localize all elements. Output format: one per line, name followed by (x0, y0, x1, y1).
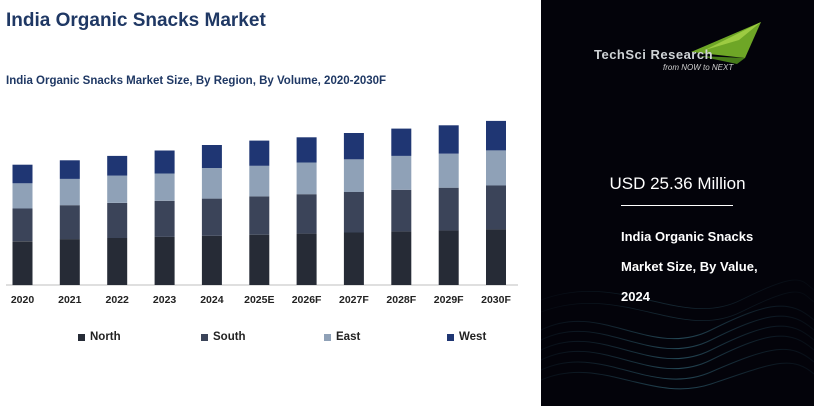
bar-west-2020 (12, 164, 33, 184)
bar-north-2030F (486, 229, 506, 285)
bar-west-2026F (296, 137, 317, 163)
divider (621, 205, 733, 206)
legend-item-east: East (324, 331, 447, 343)
bar-north-2022 (107, 238, 128, 285)
x-tick-label: 2024 (200, 294, 224, 306)
bar-south-2024 (201, 198, 222, 236)
market-description: India Organic Snacks Market Size, By Val… (621, 222, 801, 312)
legend-label: West (459, 331, 487, 343)
bar-north-2026F (296, 233, 317, 285)
description-line-2: Market Size, By Value, (621, 259, 758, 274)
bar-south-2021 (59, 205, 80, 240)
bar-south-2025E (249, 196, 270, 235)
bar-east-2022 (107, 175, 128, 203)
bar-east-2024 (201, 168, 222, 199)
x-tick-label: 2023 (153, 294, 177, 306)
bar-north-2027F (343, 232, 364, 285)
x-tick-label: 2026F (292, 294, 322, 306)
x-tick-label: 2025E (244, 294, 274, 306)
x-tick-label: 2029F (434, 294, 464, 306)
bar-south-2023 (154, 200, 175, 237)
legend-swatch (201, 333, 208, 341)
bar-south-2030F (486, 185, 506, 230)
legend-label: North (90, 331, 121, 343)
legend-item-south: South (201, 331, 324, 343)
x-tick-label: 2021 (58, 294, 82, 306)
description-line-3: 2024 (621, 289, 650, 304)
bar-south-2028F (391, 189, 412, 232)
legend-item-north: North (78, 331, 201, 343)
summary-panel: TechSci Research from NOW to NEXT USD 25… (541, 0, 814, 406)
bar-east-2030F (486, 150, 506, 186)
bar-east-2028F (391, 155, 412, 190)
stacked-bar-chart: 2020 2021 2022 2023 2024 2025E 2026F 2027F 2028F… (6, 120, 518, 306)
logo-wordmark: TechSci Research (594, 47, 714, 62)
legend-swatch (324, 333, 331, 341)
bar-north-2029F (438, 230, 459, 285)
bar-north-2023 (154, 236, 175, 285)
bar-south-2027F (343, 192, 364, 233)
x-tick-label: 2020 (11, 294, 35, 306)
logo-tagline: from NOW to NEXT (663, 63, 734, 72)
legend-swatch (447, 333, 454, 341)
bar-east-2029F (438, 153, 459, 188)
bar-south-2022 (107, 203, 128, 238)
bar-south-2029F (438, 187, 459, 231)
bar-west-2030F (486, 120, 506, 151)
techsci-logo-graphic (691, 22, 761, 64)
bar-north-2020 (12, 241, 33, 286)
bar-north-2024 (201, 235, 222, 285)
bar-east-2025E (249, 165, 270, 197)
bar-west-2023 (154, 150, 175, 174)
legend-swatch (78, 333, 85, 341)
bar-west-2027F (343, 133, 364, 160)
bar-east-2021 (59, 178, 80, 206)
page-title: India Organic Snacks Market (6, 10, 266, 31)
bar-west-2024 (201, 145, 222, 168)
bar-west-2028F (391, 128, 412, 156)
wave-background (541, 279, 814, 390)
bar-east-2020 (12, 183, 33, 209)
bar-west-2025E (249, 140, 270, 166)
legend: North South East West (78, 331, 570, 343)
bar-west-2021 (59, 160, 80, 179)
legend-label: South (213, 331, 246, 343)
bar-north-2021 (59, 239, 80, 285)
bar-east-2026F (296, 162, 317, 195)
chart-title: India Organic Snacks Market Size, By Reg… (6, 75, 387, 87)
x-tick-label: 2028F (386, 294, 416, 306)
x-tick-label: 2027F (339, 294, 369, 306)
bar-north-2025E (249, 234, 270, 285)
market-value: USD 25.36 Million (609, 174, 746, 193)
bar-east-2027F (343, 159, 364, 192)
legend-label: East (336, 331, 361, 343)
bar-west-2022 (107, 155, 128, 176)
bar-south-2020 (12, 208, 33, 242)
x-tick-label: 2022 (106, 294, 130, 306)
bar-west-2029F (438, 125, 459, 154)
x-tick-label: 2030F (481, 294, 511, 306)
bar-north-2028F (391, 231, 412, 285)
legend-item-west: West (447, 331, 570, 343)
bar-south-2026F (296, 194, 317, 234)
description-line-1: India Organic Snacks (621, 229, 754, 244)
bar-east-2023 (154, 173, 175, 201)
